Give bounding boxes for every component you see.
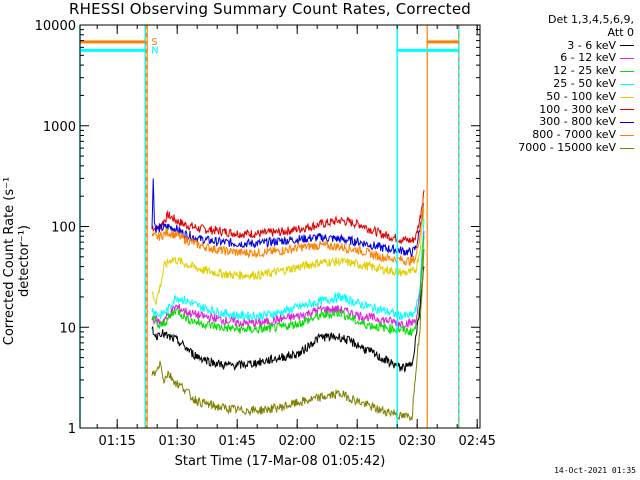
x-tick-label: 02:00 bbox=[278, 434, 315, 449]
series-line bbox=[151, 231, 425, 329]
series-line bbox=[151, 190, 425, 245]
series-line bbox=[151, 218, 425, 322]
saa-flag-label: S bbox=[151, 37, 157, 48]
y-tick-label: 100 bbox=[51, 221, 76, 236]
legend-label: 3 - 6 keV bbox=[567, 38, 616, 52]
x-axis-label: Start Time (17-Mar-08 01:05:42) bbox=[174, 454, 386, 469]
x-tick-label: 02:15 bbox=[338, 434, 375, 449]
y-tick-label: 1 bbox=[68, 422, 76, 437]
legend-entry: 100 - 300 keV bbox=[484, 102, 634, 117]
legend-swatch bbox=[620, 109, 634, 111]
series-line bbox=[151, 196, 425, 267]
legend-entry: 800 - 7000 keV bbox=[484, 128, 634, 142]
legend-swatch bbox=[620, 147, 634, 149]
legend-label: 50 - 100 keV bbox=[546, 89, 616, 103]
legend-label: 800 - 7000 keV bbox=[532, 128, 616, 142]
y-tick-label: 10000 bbox=[35, 19, 76, 34]
legend-entry: 7000 - 15000 keV bbox=[484, 140, 634, 155]
legend-swatch bbox=[620, 122, 634, 124]
timestamp: 14-Oct-2021 01:35 bbox=[554, 466, 636, 475]
x-tick-label: 01:15 bbox=[98, 434, 135, 449]
series-line bbox=[151, 236, 425, 337]
legend-entry: 300 - 800 keV bbox=[484, 116, 634, 129]
legend-label: 6 - 12 keV bbox=[560, 51, 616, 65]
legend: Det 1,3,4,5,6,9, Att 0 3 - 6 keV 6 - 12 … bbox=[484, 13, 634, 155]
legend-entry: 6 - 12 keV bbox=[484, 52, 634, 65]
series-line bbox=[151, 178, 425, 258]
legend-entry: 3 - 6 keV bbox=[484, 38, 634, 53]
y-tick-label: 10 bbox=[59, 321, 76, 336]
legend-label: 25 - 50 keV bbox=[553, 76, 616, 90]
legend-entry: 50 - 100 keV bbox=[484, 89, 634, 104]
chart-title: RHESSI Observing Summary Count Rates, Co… bbox=[68, 0, 471, 18]
legend-label: 300 - 800 keV bbox=[539, 115, 616, 129]
legend-entry: 25 - 50 keV bbox=[484, 76, 634, 91]
x-tick-label: 01:30 bbox=[158, 434, 195, 449]
series-line bbox=[151, 208, 425, 306]
legend-swatch bbox=[620, 71, 634, 73]
legend-swatch bbox=[620, 135, 634, 137]
legend-attenuator: Att 0 bbox=[607, 25, 634, 39]
legend-label: 100 - 300 keV bbox=[539, 102, 616, 116]
legend-swatch bbox=[620, 83, 634, 85]
x-tick-label: 02:30 bbox=[398, 434, 435, 449]
series-line bbox=[151, 266, 425, 373]
legend-swatch bbox=[620, 96, 634, 98]
legend-entry: 12 - 25 keV bbox=[484, 64, 634, 78]
legend-swatch bbox=[620, 45, 634, 47]
night-flag-label: N bbox=[151, 45, 158, 56]
legend-label: 7000 - 15000 keV bbox=[518, 140, 616, 154]
legend-swatch bbox=[620, 58, 634, 60]
y-axis-label: Corrected Count Rate (s⁻¹ detector⁻¹) bbox=[2, 176, 32, 346]
x-tick-label: 01:45 bbox=[218, 434, 255, 449]
legend-label: 12 - 25 keV bbox=[553, 64, 616, 78]
x-tick-label: 02:45 bbox=[458, 434, 495, 449]
legend-detectors: Det 1,3,4,5,6,9, bbox=[547, 13, 634, 26]
y-tick-label: 1000 bbox=[43, 120, 76, 135]
series-line bbox=[151, 248, 425, 422]
